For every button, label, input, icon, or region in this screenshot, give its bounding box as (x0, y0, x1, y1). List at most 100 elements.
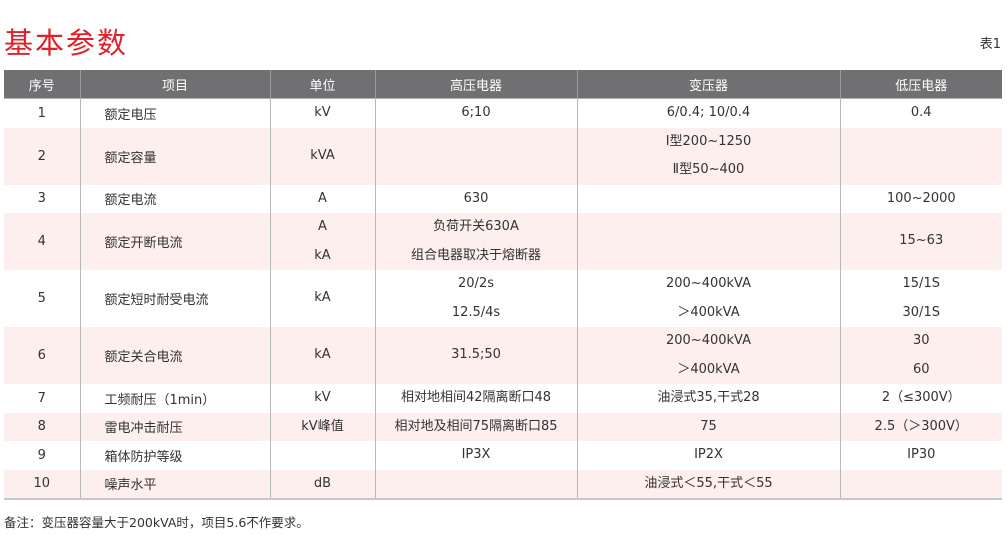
table-row: 7 工频耐压（1min） kV 相对地相间42隔离断口48 油浸式35,干式28 2（≤3… (4, 384, 1002, 413)
cell-unit-line: dB (313, 475, 332, 491)
table-row: 1 额定电压 kV 6;10 6/0.4; 10/0.4 0.4 (4, 98, 1002, 128)
cell-transformer-line: 6/0.4; 10/0.4 (666, 105, 751, 120)
cell-transformer-line: ＞400kVA (677, 304, 740, 320)
cell-lv-line: IP30 (907, 447, 936, 462)
cell-lv-line: 2.5（＞300V） (874, 418, 968, 434)
cell-transformer: 6/0.4; 10/0.4 (576, 98, 840, 128)
cell-transformer-line: Ⅰ型200~1250 (665, 133, 752, 149)
cell-lv (839, 127, 1002, 185)
cell-lv-line: 2（≤300V） (881, 390, 961, 405)
cell-unit: kV峰值 (269, 412, 375, 441)
cell-unit: kV (269, 98, 375, 128)
cell-hv: 31.5;50 (374, 327, 577, 384)
cell-hv: 相对地相间42隔离断口48 (374, 384, 577, 413)
cell-item: 雷电冲击耐压 (79, 412, 270, 441)
cell-hv: 20/2s 12.5/4s (374, 270, 577, 327)
cell-no: 5 (37, 291, 46, 306)
cell-no: 2 (4, 127, 80, 185)
cell-transformer: 油浸式35,干式28 (576, 384, 840, 413)
table-row: 5 额定短时耐受电流 kA 20/2s 12.5/4s 200~400kVA ＞400kVA… (4, 270, 1002, 327)
table-row: 2 额定容量 kVA Ⅰ型200~1250 Ⅱ型50~400 (4, 127, 1002, 185)
table-row: 9 箱体防护等级 IP3X IP2X IP30 (4, 441, 1002, 470)
cell-no: 4 (4, 213, 80, 270)
cell-hv: 负荷开关630A 组合电器取决于熔断器 (374, 213, 577, 270)
cell-lv-line: 15~63 (899, 233, 944, 249)
cell-transformer-line: 油浸式35,干式28 (657, 390, 760, 405)
cell-lv (839, 469, 1002, 500)
header-no: 序号 (4, 70, 80, 99)
cell-unit-line: kVA (310, 147, 335, 163)
cell-hv: 6;10 (374, 98, 577, 128)
cell-item: 额定电流 (79, 184, 270, 213)
cell-transformer-line: 200~400kVA (665, 276, 751, 291)
header-lv: 低压电器 (839, 70, 1002, 99)
cell-transformer-line: 油浸式＜55,干式＜55 (644, 475, 773, 491)
table-row: 6 额定关合电流 kA 31.5;50 200~400kVA ＞400kVA 30 60 (4, 327, 1002, 384)
cell-lv: 0.4 (839, 98, 1002, 128)
cell-hv-line: 负荷开关630A (433, 219, 519, 234)
cell-lv: IP30 (839, 441, 1002, 470)
cell-unit-line: kA (314, 247, 331, 263)
cell-item: 额定容量 (79, 127, 270, 185)
cell-item: 箱体防护等级 (79, 441, 270, 470)
cell-unit-line: kV峰值 (301, 418, 344, 434)
cell-hv: 630 (374, 184, 577, 213)
cell-lv: 2（≤300V） (839, 384, 1002, 413)
cell-item: 工频耐压（1min） (79, 384, 270, 413)
cell-unit: A (269, 184, 375, 213)
cell-hv-line: 12.5/4s (451, 304, 501, 320)
cell-unit-line: kA (314, 290, 331, 306)
cell-hv-line: 组合电器取决于熔断器 (410, 247, 541, 263)
table-header-row: 序号 项目 单位 高压电器 变压器 低压电器 (4, 70, 1002, 99)
header-unit: 单位 (269, 70, 375, 99)
cell-item: 额定开断电流 (79, 213, 270, 270)
table-row: 3 额定电流 A 630 100~2000 (4, 184, 1002, 213)
cell-unit: kA (269, 327, 375, 384)
cell-transformer: 油浸式＜55,干式＜55 (576, 469, 840, 500)
cell-hv-line: IP3X (461, 447, 491, 462)
cell-no: 6 (4, 327, 80, 384)
cell-hv: 相对地及相间75隔离断口85 (374, 412, 577, 441)
cell-no: 9 (37, 447, 46, 463)
cell-hv-line: 相对地及相间75隔离断口85 (394, 418, 558, 434)
cell-transformer: Ⅰ型200~1250 Ⅱ型50~400 (576, 127, 840, 185)
cell-hv (374, 469, 577, 500)
cell-transformer-line: Ⅱ型50~400 (672, 162, 745, 177)
cell-unit: kA (269, 270, 375, 327)
cell-transformer-line: 75 (700, 418, 717, 434)
cell-no: 10 (4, 469, 80, 500)
cell-lv: 15/1S 30/1S (839, 270, 1002, 327)
cell-lv: 15~63 (839, 213, 1002, 270)
cell-unit: kVA (269, 127, 375, 185)
cell-no: 3 (37, 191, 46, 207)
footnote: 备注：变压器容量大于200kVA时，项目5.6不作要求。 (4, 515, 309, 530)
cell-unit: kV (269, 384, 375, 413)
cell-lv-line: 0.4 (910, 105, 932, 120)
cell-lv: 100~2000 (839, 184, 1002, 213)
cell-lv-line: 15/1S (902, 276, 940, 291)
cell-unit-line: kV (314, 105, 331, 120)
cell-item: 额定关合电流 (79, 327, 270, 384)
parameters-table: 序号 项目 单位 高压电器 变压器 低压电器 1 额定电压 kV 6;10 6/0.4;… (4, 70, 1002, 500)
cell-unit-line: kV (314, 390, 331, 405)
cell-lv-line: 30/1S (902, 304, 940, 320)
cell-lv-line: 100~2000 (886, 190, 956, 206)
cell-transformer: IP2X (576, 441, 840, 470)
cell-hv (374, 127, 577, 185)
page-title: 基本参数 (4, 26, 129, 60)
cell-transformer (576, 213, 840, 270)
cell-unit-line: kA (314, 347, 331, 363)
cell-lv: 30 60 (839, 327, 1002, 384)
cell-hv-line: 630 (463, 190, 489, 206)
table-row: 8 雷电冲击耐压 kV峰值 相对地及相间75隔离断口85 75 2.5（＞300V） (4, 412, 1002, 441)
header-transformer: 变压器 (576, 70, 840, 99)
cell-no: 7 (37, 390, 46, 406)
cell-transformer (576, 184, 840, 213)
cell-lv-line: 30 (912, 333, 930, 348)
header-hv: 高压电器 (374, 70, 577, 99)
cell-hv-line: 相对地相间42隔离断口48 (400, 390, 552, 405)
cell-hv-line: 31.5;50 (451, 347, 501, 363)
cell-transformer-line: IP2X (694, 447, 723, 462)
